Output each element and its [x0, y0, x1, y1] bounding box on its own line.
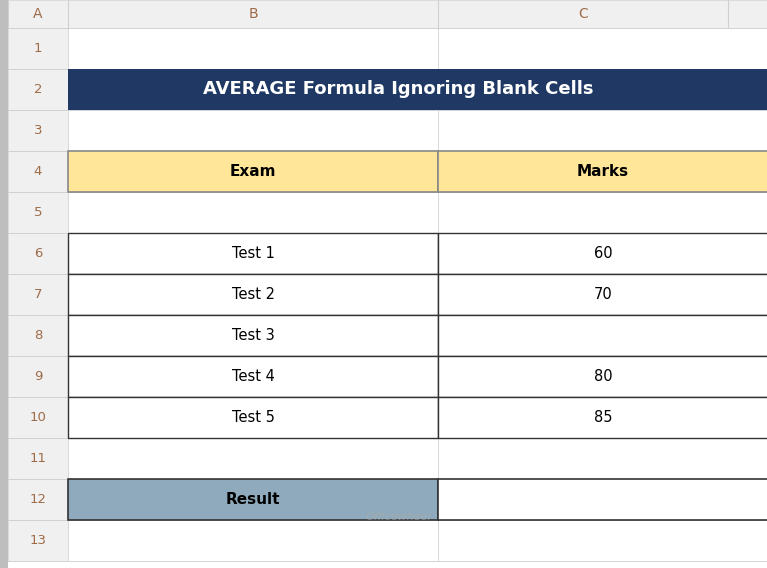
- Bar: [8, 110, 68, 151]
- Bar: [68, 69, 438, 110]
- Bar: [8, 397, 68, 438]
- Text: 2: 2: [34, 83, 42, 96]
- Bar: [68, 397, 438, 438]
- Bar: [68, 356, 438, 397]
- Bar: [68, 274, 438, 315]
- Bar: [68, 520, 438, 561]
- Bar: [438, 438, 767, 479]
- Bar: [8, 356, 68, 397]
- Bar: [68, 151, 438, 192]
- Text: 10: 10: [30, 411, 47, 424]
- Bar: [438, 315, 767, 356]
- Bar: [438, 233, 767, 274]
- Bar: [68, 110, 438, 151]
- Bar: [8, 520, 68, 561]
- Text: Test 5: Test 5: [232, 410, 275, 425]
- Bar: [8, 0, 767, 28]
- Bar: [8, 28, 68, 69]
- Bar: [438, 274, 767, 315]
- Text: Officewheel: Officewheel: [366, 512, 432, 522]
- Bar: [68, 356, 438, 397]
- Bar: [68, 28, 438, 69]
- Text: 13: 13: [29, 534, 47, 547]
- Bar: [8, 151, 68, 192]
- Bar: [438, 233, 767, 274]
- Bar: [68, 192, 438, 233]
- Text: Test 2: Test 2: [232, 287, 275, 302]
- Bar: [438, 192, 767, 233]
- Bar: [68, 479, 438, 520]
- Bar: [68, 397, 438, 438]
- Text: Test 3: Test 3: [232, 328, 275, 343]
- Bar: [68, 69, 767, 110]
- Bar: [8, 479, 68, 520]
- Bar: [8, 315, 68, 356]
- Text: 12: 12: [29, 493, 47, 506]
- Text: A: A: [33, 7, 43, 21]
- Bar: [438, 356, 767, 397]
- Bar: [68, 233, 438, 274]
- Bar: [438, 397, 767, 438]
- Text: 60: 60: [594, 246, 612, 261]
- Bar: [68, 438, 438, 479]
- Bar: [438, 274, 767, 315]
- Text: 7: 7: [34, 288, 42, 301]
- Bar: [438, 397, 767, 438]
- Text: Result: Result: [225, 492, 280, 507]
- Text: Exam: Exam: [230, 164, 276, 179]
- Bar: [438, 151, 767, 192]
- Bar: [8, 192, 68, 233]
- Text: 1: 1: [34, 42, 42, 55]
- Bar: [8, 69, 68, 110]
- Bar: [438, 479, 767, 520]
- Bar: [438, 520, 767, 561]
- Bar: [68, 315, 438, 356]
- Text: 8: 8: [34, 329, 42, 342]
- Bar: [438, 69, 767, 110]
- Text: 6: 6: [34, 247, 42, 260]
- Text: 11: 11: [29, 452, 47, 465]
- Bar: [438, 110, 767, 151]
- Text: 4: 4: [34, 165, 42, 178]
- Text: 3: 3: [34, 124, 42, 137]
- Bar: [8, 438, 68, 479]
- Bar: [68, 315, 438, 356]
- Text: 5: 5: [34, 206, 42, 219]
- Text: 80: 80: [594, 369, 612, 384]
- Bar: [68, 274, 438, 315]
- Bar: [438, 356, 767, 397]
- Text: B: B: [249, 7, 258, 21]
- Bar: [438, 315, 767, 356]
- Bar: [438, 151, 767, 192]
- Text: Test 4: Test 4: [232, 369, 275, 384]
- Bar: [8, 274, 68, 315]
- Bar: [438, 28, 767, 69]
- Text: 9: 9: [34, 370, 42, 383]
- Bar: [68, 479, 438, 520]
- Text: AVERAGE Formula Ignoring Blank Cells: AVERAGE Formula Ignoring Blank Cells: [202, 81, 593, 98]
- Bar: [8, 233, 68, 274]
- Bar: [438, 479, 767, 520]
- Bar: [68, 233, 438, 274]
- Bar: [0, 0, 8, 568]
- Text: Marks: Marks: [577, 164, 629, 179]
- Text: 70: 70: [594, 287, 612, 302]
- Text: Test 1: Test 1: [232, 246, 275, 261]
- Text: 85: 85: [594, 410, 612, 425]
- Bar: [68, 151, 438, 192]
- Text: C: C: [578, 7, 588, 21]
